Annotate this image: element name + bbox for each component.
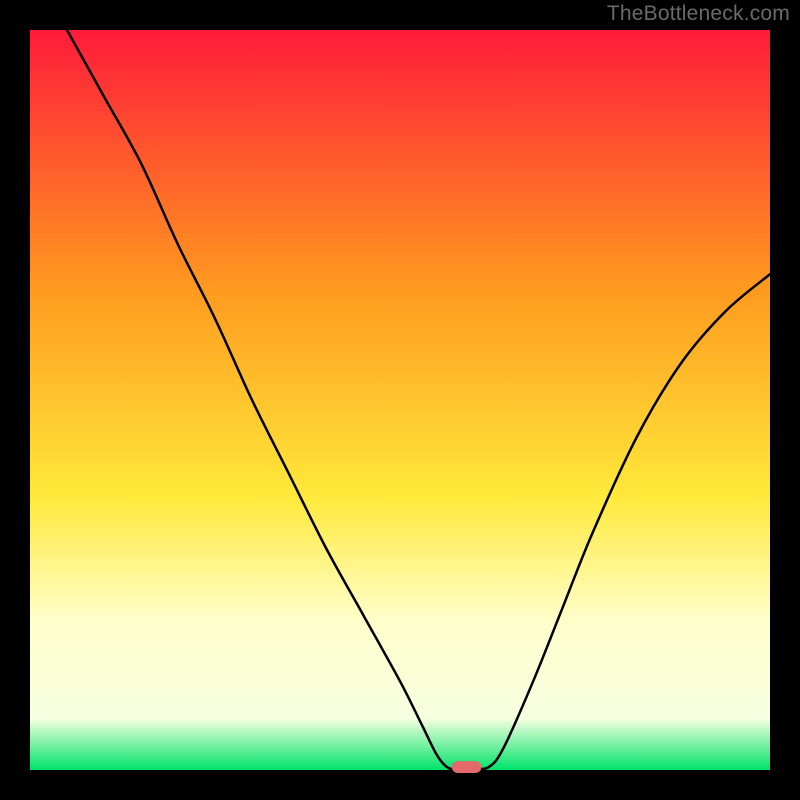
bottleneck-chart — [0, 0, 800, 800]
plot-background — [30, 30, 770, 770]
optimum-marker — [452, 761, 482, 773]
watermark-text: TheBottleneck.com — [607, 2, 790, 26]
